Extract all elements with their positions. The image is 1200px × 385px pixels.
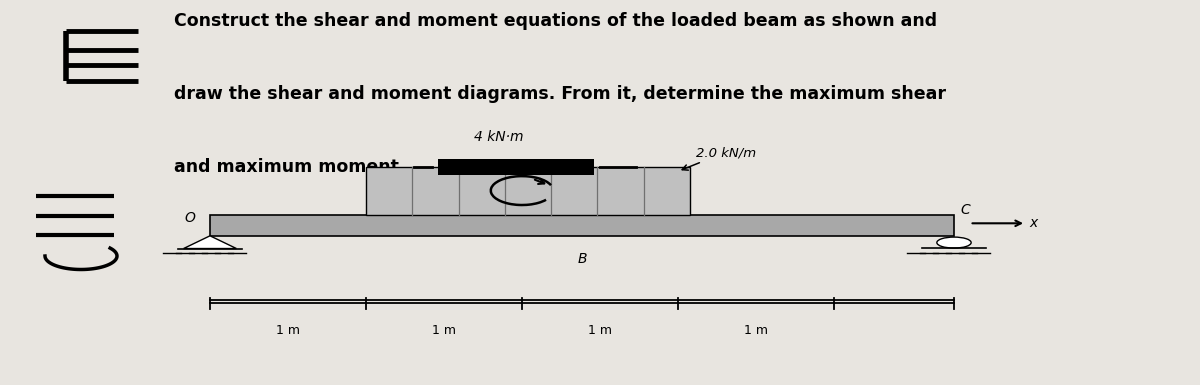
Text: 1 m: 1 m bbox=[588, 324, 612, 337]
Text: 1 m: 1 m bbox=[432, 324, 456, 337]
Bar bbox=[438, 159, 594, 175]
Circle shape bbox=[937, 237, 971, 248]
Text: 2.0 kN/m: 2.0 kN/m bbox=[696, 147, 756, 160]
Text: 1 m: 1 m bbox=[744, 324, 768, 337]
Polygon shape bbox=[184, 236, 236, 249]
Text: Construct the shear and moment equations of the loaded beam as shown and: Construct the shear and moment equations… bbox=[174, 12, 937, 30]
Text: B: B bbox=[577, 252, 587, 266]
Text: draw the shear and moment diagrams. From it, determine the maximum shear: draw the shear and moment diagrams. From… bbox=[174, 85, 946, 103]
Bar bbox=[366, 167, 690, 215]
Text: 1 m: 1 m bbox=[276, 324, 300, 337]
Text: C: C bbox=[960, 203, 970, 217]
Text: and maximum moment.: and maximum moment. bbox=[174, 158, 406, 176]
Text: x: x bbox=[1030, 216, 1038, 230]
Text: 4 kN·m: 4 kN·m bbox=[474, 131, 523, 144]
Bar bbox=[210, 215, 954, 236]
Text: O: O bbox=[185, 211, 196, 224]
